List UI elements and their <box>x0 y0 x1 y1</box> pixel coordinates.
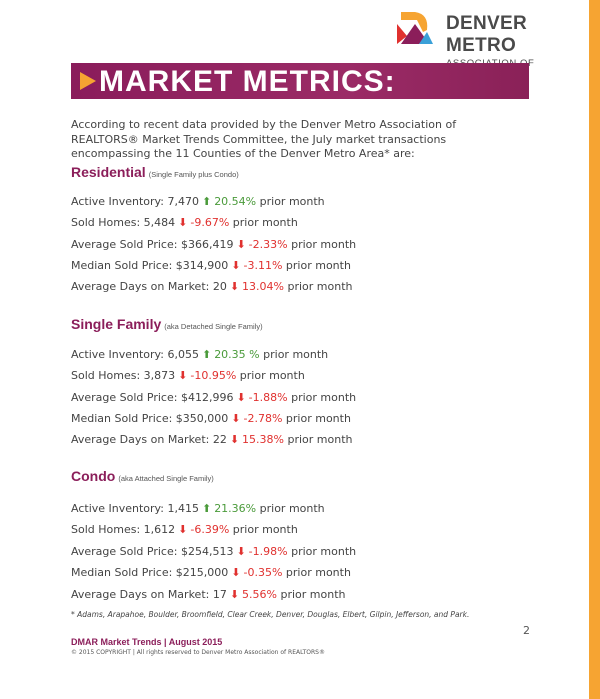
metric-suffix: prior month <box>239 369 305 383</box>
metric-suffix: prior month <box>263 348 329 361</box>
metric-row: Median Sold Price: $314,900 ⬇ -3.11% prior… <box>71 259 351 272</box>
metric-row: Sold Homes: 5,484 ⬇ -9.67% prior month <box>71 216 298 229</box>
metric-row: Median Sold Price: $215,000 ⬇ -0.35% prior… <box>71 566 351 579</box>
metric-label: Sold Homes: 1,612 <box>71 523 176 537</box>
arrow-down-icon: ⬇ <box>178 523 188 537</box>
banner: MARKET METRICS: <box>71 63 529 99</box>
metric-row: Average Days on Market: 20 ⬇ 13.04% prior … <box>71 280 353 293</box>
metric-change: -9.67% <box>190 216 230 230</box>
section-subtitle: (aka Detached Single Family) <box>164 322 263 331</box>
metric-change: -3.11% <box>243 258 283 272</box>
arrow-down-icon: ⬇ <box>236 544 246 558</box>
metric-suffix: prior month <box>285 566 351 580</box>
metric-label: Sold Homes: 5,484 <box>71 216 176 230</box>
metric-change: 13.04% <box>242 280 284 294</box>
metric-row: Sold Homes: 3,873 ⬇ -10.95% prior month <box>71 369 305 382</box>
section-heading: Residential (Single Family plus Condo) <box>71 164 239 180</box>
metric-row: Average Sold Price: $254,513 ⬇ -1.98% prio… <box>71 545 356 558</box>
metric-change: -2.78% <box>243 411 283 425</box>
metric-label: Average Days on Market: 22 <box>71 433 227 447</box>
metric-row: Average Days on Market: 17 ⬇ 5.56% prior m… <box>71 588 346 601</box>
metric-row: Median Sold Price: $350,000 ⬇ -2.78% prior… <box>71 412 351 425</box>
metric-suffix: prior month <box>291 390 357 404</box>
metric-change: -6.39% <box>190 523 230 537</box>
section-title: Residential <box>71 164 146 180</box>
metric-change: -10.95% <box>190 369 237 383</box>
arrow-down-icon: ⬇ <box>229 433 240 447</box>
metric-label: Active Inventory: 1,415 <box>71 502 199 515</box>
arrow-up-icon: ⬆ <box>201 348 212 361</box>
metric-row: Average Days on Market: 22 ⬇ 15.38% prior … <box>71 433 353 446</box>
section-subtitle: (aka Attached Single Family) <box>118 474 214 483</box>
metric-change: 15.38% <box>242 433 284 447</box>
metric-change: 21.36% <box>214 502 257 515</box>
metric-suffix: prior month <box>232 523 298 537</box>
metric-label: Average Days on Market: 20 <box>71 280 227 294</box>
footnote: * Adams, Arapahoe, Boulder, Broomfield, … <box>71 610 470 619</box>
metric-label: Average Sold Price: $254,513 <box>71 544 234 558</box>
play-triangle-icon <box>80 72 96 90</box>
metric-row: Sold Homes: 1,612 ⬇ -6.39% prior month <box>71 523 298 536</box>
metric-label: Median Sold Price: $215,000 <box>71 566 229 580</box>
metric-change: 5.56% <box>242 587 277 601</box>
metric-suffix: prior month <box>287 433 353 447</box>
section-title: Single Family <box>71 316 162 332</box>
metric-label: Average Days on Market: 17 <box>71 587 227 601</box>
arrow-down-icon: ⬇ <box>231 411 241 425</box>
page-title: MARKET METRICS: <box>99 65 396 98</box>
metric-change: -2.33% <box>248 237 288 251</box>
arrow-down-icon: ⬇ <box>229 587 240 601</box>
metric-change: -1.98% <box>248 544 288 558</box>
metric-label: Active Inventory: 7,470 <box>71 195 199 208</box>
metric-label: Median Sold Price: $314,900 <box>71 258 229 272</box>
metric-change: -0.35% <box>243 566 283 580</box>
metric-suffix: prior month <box>291 544 357 558</box>
metric-suffix: prior month <box>280 587 346 601</box>
metric-suffix: prior month <box>291 237 357 251</box>
arrow-down-icon: ⬇ <box>178 369 188 383</box>
section-heading: Single Family (aka Detached Single Family… <box>71 316 263 332</box>
metric-suffix: prior month <box>287 280 353 294</box>
metric-suffix: prior month <box>285 258 351 272</box>
page-number: 2 <box>523 624 530 637</box>
metric-suffix: prior month <box>285 411 351 425</box>
metric-row: Active Inventory: 1,415 ⬆ 21.36% prior mon… <box>71 502 325 515</box>
arrow-down-icon: ⬇ <box>178 216 188 230</box>
metric-change: -1.88% <box>248 390 288 404</box>
intro-paragraph: According to recent data provided by the… <box>71 118 457 160</box>
metric-suffix: prior month <box>232 216 298 230</box>
metric-change: 20.54% <box>214 195 257 208</box>
arrow-down-icon: ⬇ <box>229 280 240 294</box>
arrow-down-icon: ⬇ <box>236 390 246 404</box>
metric-label: Average Sold Price: $366,419 <box>71 237 234 251</box>
metric-row: Average Sold Price: $412,996 ⬇ -1.88% prio… <box>71 391 356 404</box>
arrow-down-icon: ⬇ <box>236 237 246 251</box>
metric-row: Active Inventory: 6,055 ⬆ 20.35 % prior mo… <box>71 348 328 361</box>
metric-label: Median Sold Price: $350,000 <box>71 411 229 425</box>
org-title: DENVER METRO <box>446 13 527 56</box>
metric-row: Average Sold Price: $366,419 ⬇ -2.33% prio… <box>71 238 356 251</box>
metric-suffix: prior month <box>259 502 325 515</box>
metric-row: Active Inventory: 7,470 ⬆ 20.54% prior mon… <box>71 195 325 208</box>
metric-suffix: prior month <box>259 195 325 208</box>
section-heading: Condo (aka Attached Single Family) <box>71 468 214 484</box>
arrow-up-icon: ⬆ <box>201 195 212 208</box>
section-subtitle: (Single Family plus Condo) <box>148 170 239 179</box>
orange-side-bar <box>589 0 600 699</box>
metric-change: 20.35 % <box>214 348 260 361</box>
footer-title: DMAR Market Trends | August 2015 <box>71 637 223 647</box>
metric-label: Sold Homes: 3,873 <box>71 369 176 383</box>
metric-label: Average Sold Price: $412,996 <box>71 390 234 404</box>
metric-label: Active Inventory: 6,055 <box>71 348 199 361</box>
arrow-up-icon: ⬆ <box>201 502 212 515</box>
section-title: Condo <box>71 468 116 484</box>
dmar-logo-icon <box>397 12 433 44</box>
arrow-down-icon: ⬇ <box>231 258 241 272</box>
footer-copyright: © 2015 COPYRIGHT | All rights reserved t… <box>71 649 325 656</box>
arrow-down-icon: ⬇ <box>231 566 241 580</box>
